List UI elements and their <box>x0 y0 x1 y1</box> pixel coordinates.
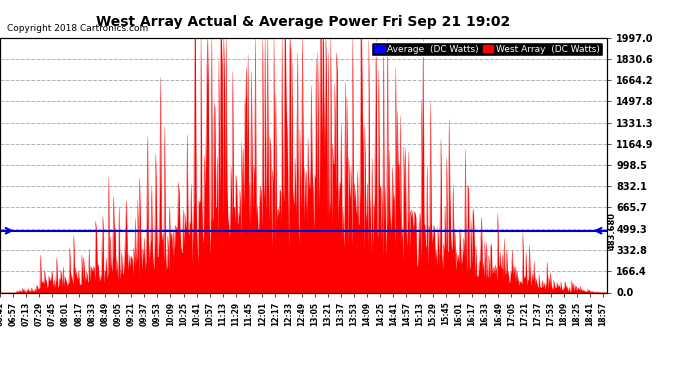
Text: West Array Actual & Average Power Fri Sep 21 19:02: West Array Actual & Average Power Fri Se… <box>97 15 511 29</box>
Legend: Average  (DC Watts), West Array  (DC Watts): Average (DC Watts), West Array (DC Watts… <box>371 42 602 56</box>
Text: Copyright 2018 Cartronics.com: Copyright 2018 Cartronics.com <box>7 24 148 33</box>
Text: 483.680: 483.680 <box>607 212 616 250</box>
